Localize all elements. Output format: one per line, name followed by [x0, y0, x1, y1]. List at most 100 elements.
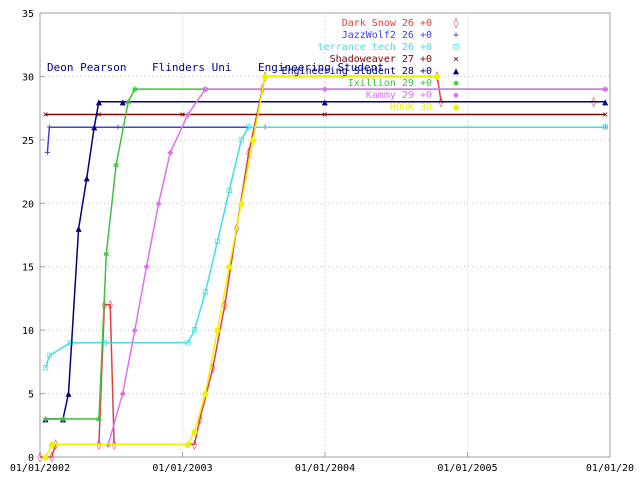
- data-point: ◆: [322, 84, 328, 95]
- series-7: ●● ●●●●●●●● ●: [42, 71, 440, 463]
- data-point: ⊡: [602, 122, 608, 133]
- data-point: ▲: [42, 414, 48, 425]
- data-point: ×: [96, 109, 102, 120]
- legend-entry-label: Shadoweaver 27 +0: [330, 54, 432, 65]
- data-point: ◊: [222, 299, 228, 311]
- data-point: ✱: [42, 414, 48, 425]
- data-point: ●: [250, 135, 256, 146]
- data-point: ◆: [156, 198, 162, 209]
- chart-header: Deon Pearson Flinders Uni Engineering St…: [47, 61, 384, 74]
- legend-entry-label: Dark Snow 26 +0: [342, 18, 432, 29]
- legend-entry-label: Ixillion 29 +0: [348, 78, 432, 89]
- y-tick-label: 5: [28, 390, 34, 401]
- data-point: +: [44, 148, 50, 159]
- data-point: ✱: [60, 414, 66, 425]
- data-point: ×: [322, 109, 328, 120]
- data-point: ◆: [167, 148, 173, 159]
- data-point: ●: [185, 439, 191, 450]
- data-point: ◆: [120, 389, 126, 400]
- series-layer: ◊ ◊◊ ◊◊ ◊◊ ◊◊◊◊◊◊◊◊ ◊◊ ◊++ + + +⊡⊡⊡ ⊡ ⊡⊡⊡⊡⊡⊡⊡ ⊡× × × × ×…: [37, 70, 608, 463]
- y-tick-label: 35: [22, 9, 34, 20]
- data-point: ◊: [191, 438, 197, 450]
- legend-entry-marker: +: [453, 30, 459, 41]
- series-4: ▲ ▲▲▲▲▲▲ ▲ ▲ ▲: [42, 97, 608, 425]
- data-point: ⊡: [101, 338, 107, 349]
- series-line: [107, 88, 606, 445]
- series-line: [45, 101, 606, 420]
- data-point: +: [46, 122, 52, 133]
- header-course: Engineering Student: [258, 61, 384, 74]
- data-point: +: [115, 122, 121, 133]
- legend-entry-label: HOOK 30: [390, 102, 432, 113]
- data-point: ◆: [132, 325, 138, 336]
- series-line: [44, 126, 606, 369]
- data-point: ●: [238, 198, 244, 209]
- legend-entry-marker: ✱: [453, 78, 459, 89]
- data-point: ●: [434, 71, 440, 82]
- data-point: ⊡: [191, 325, 197, 336]
- data-point: ●: [42, 452, 48, 463]
- x-tick-label: 01/01/2003: [152, 463, 212, 474]
- data-point: ◊: [107, 299, 113, 311]
- header-name: Deon Pearson: [47, 61, 126, 74]
- x-tick-label: 01/01/20: [586, 463, 634, 474]
- data-point: ◊: [210, 362, 216, 374]
- legend-entry-marker: ⊡: [453, 42, 459, 53]
- series-line: [45, 88, 606, 420]
- axes: 0 5 10 15 20 25 30 35 01/01/2002 01/01/2003 01/01/…: [10, 9, 634, 474]
- legend-entry-label: terrance tech 26 +0: [318, 42, 432, 53]
- legend-entry-label: Kammy 29 +0: [366, 90, 432, 101]
- data-point: ✱: [125, 97, 131, 108]
- data-point: ▲: [602, 97, 608, 108]
- data-point: ×: [179, 109, 185, 120]
- legend-entry-label: Engineering Student 28 +0: [281, 66, 432, 77]
- data-point: ⊡: [238, 135, 244, 146]
- data-point: ●: [49, 439, 55, 450]
- data-point: ◆: [143, 262, 149, 273]
- data-point: ▲: [322, 97, 328, 108]
- data-point: ▲: [91, 122, 97, 133]
- data-point: ⊡: [214, 236, 220, 247]
- data-point: ⊡: [202, 287, 208, 298]
- data-point: ✱: [602, 84, 608, 95]
- data-point: ◆: [185, 109, 191, 120]
- data-point: ✱: [96, 414, 102, 425]
- series-3: × × × × ×: [42, 109, 608, 120]
- data-point: ⊡: [185, 338, 191, 349]
- legend: Dark Snow 26 +0 ◊ JazzWolf2 26 +0 + terrance…: [281, 17, 459, 113]
- data-point: ⊡: [226, 186, 232, 197]
- data-point: ●: [262, 71, 268, 82]
- data-point: ⊡: [42, 363, 48, 374]
- data-point: ✱: [132, 84, 138, 95]
- data-point: ▲: [84, 173, 90, 184]
- data-point: ●: [202, 389, 208, 400]
- data-point: ◊: [246, 147, 252, 159]
- data-point: ●: [191, 427, 197, 438]
- series-5: ✱ ✱ ✱✱✱✱✱ ✱ ✱: [42, 84, 608, 425]
- data-point: ×: [602, 109, 608, 120]
- data-point: ◊: [37, 451, 43, 463]
- series-2: ⊡⊡⊡ ⊡ ⊡⊡⊡⊡⊡⊡⊡ ⊡: [42, 122, 608, 374]
- y-tick-label: 25: [22, 136, 34, 147]
- header-university: Flinders Uni: [152, 61, 231, 74]
- data-point: ▲: [120, 97, 126, 108]
- data-point: ✱: [113, 160, 119, 171]
- y-tick-label: 15: [22, 263, 34, 274]
- data-point: ⊡: [46, 351, 52, 362]
- y-tick-label: 10: [22, 326, 34, 337]
- data-point: ✱: [103, 249, 109, 260]
- legend-entry-label: JazzWolf2 26 +0: [342, 30, 432, 41]
- data-point: ×: [42, 109, 48, 120]
- y-tick-label: 20: [22, 199, 34, 210]
- data-point: ◆: [202, 84, 208, 95]
- data-point: ▲: [76, 224, 82, 235]
- data-point: ◆: [602, 84, 608, 95]
- y-tick-label: 30: [22, 72, 34, 83]
- x-tick-label: 01/01/2005: [437, 463, 497, 474]
- data-point: ◊: [49, 451, 55, 463]
- legend-entry-marker: ◊: [453, 17, 459, 29]
- data-point: ▲: [96, 97, 102, 108]
- data-point: ●: [226, 262, 232, 273]
